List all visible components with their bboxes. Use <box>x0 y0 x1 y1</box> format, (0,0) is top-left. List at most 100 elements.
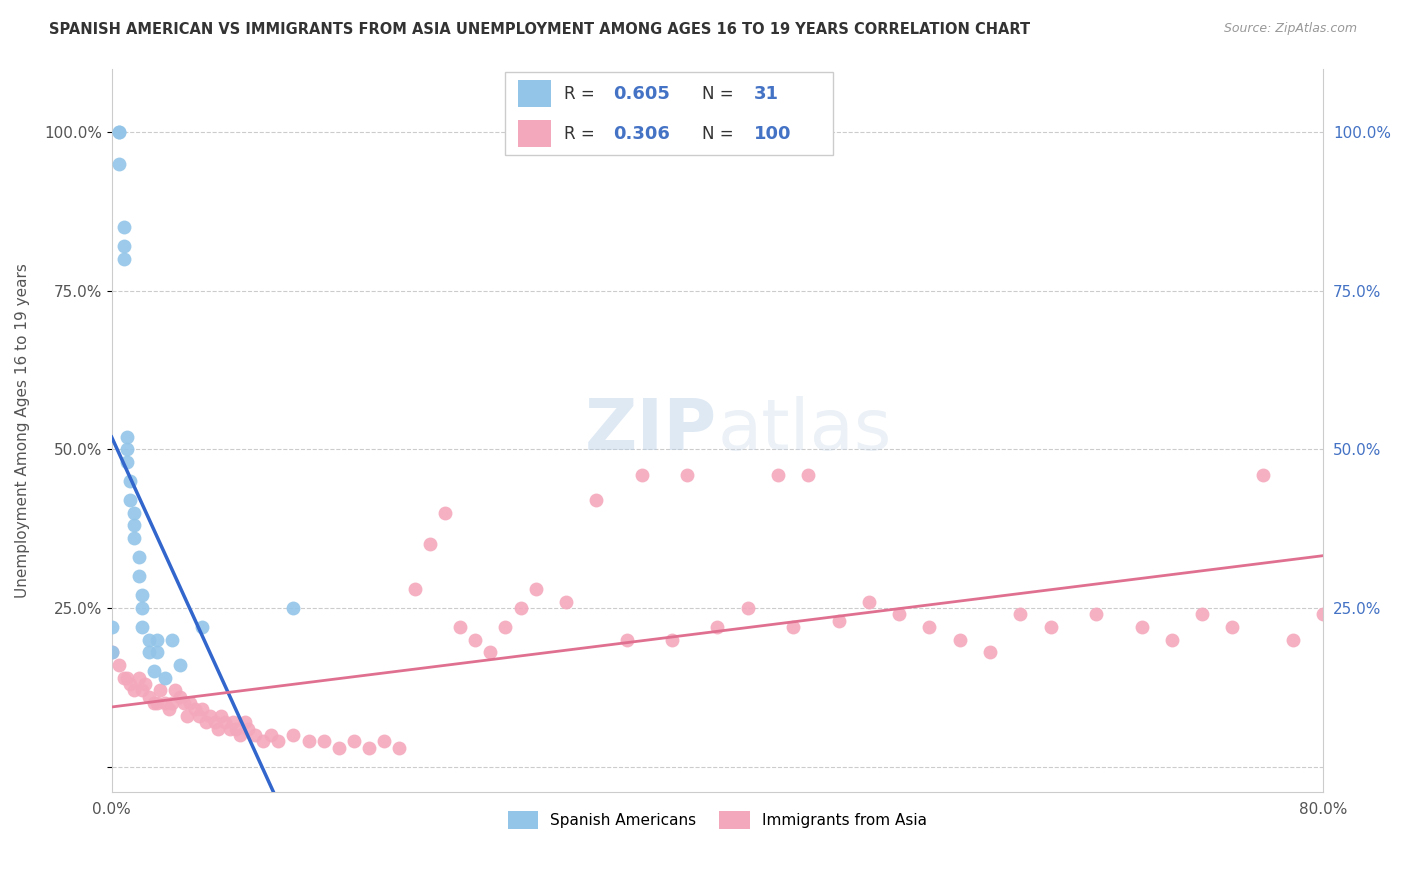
Point <box>134 677 156 691</box>
Point <box>100 620 122 634</box>
Point <box>229 728 252 742</box>
Point <box>524 582 547 596</box>
Point <box>124 531 146 545</box>
Point <box>128 671 150 685</box>
Point <box>191 702 214 716</box>
Point <box>419 537 441 551</box>
Point <box>555 594 578 608</box>
Point <box>233 715 256 730</box>
Point <box>404 582 426 596</box>
Point <box>267 734 290 748</box>
Point <box>283 601 305 615</box>
Point <box>1039 620 1062 634</box>
Point <box>128 550 150 565</box>
Point <box>157 702 180 716</box>
Point <box>124 518 146 533</box>
Point <box>225 722 247 736</box>
Point <box>343 734 366 748</box>
Point <box>194 715 217 730</box>
Point <box>312 734 335 748</box>
Point <box>297 734 319 748</box>
Point <box>131 601 153 615</box>
Point <box>179 696 201 710</box>
Point <box>188 708 211 723</box>
Point <box>979 645 1001 659</box>
Point <box>115 429 138 443</box>
Point <box>766 467 789 482</box>
Point <box>283 728 305 742</box>
Point <box>737 601 759 615</box>
Point <box>661 632 683 647</box>
Point <box>359 740 381 755</box>
Point <box>433 506 456 520</box>
Point <box>160 632 183 647</box>
Text: Source: ZipAtlas.com: Source: ZipAtlas.com <box>1223 22 1357 36</box>
Point <box>509 601 531 615</box>
Point <box>143 665 166 679</box>
Point <box>1282 632 1305 647</box>
Point <box>1085 607 1108 622</box>
Point <box>115 455 138 469</box>
Point <box>388 740 411 755</box>
Point <box>889 607 911 622</box>
Legend: Spanish Americans, Immigrants from Asia: Spanish Americans, Immigrants from Asia <box>502 805 934 835</box>
Point <box>118 677 141 691</box>
Point <box>797 467 820 482</box>
Point <box>1130 620 1153 634</box>
Point <box>464 632 486 647</box>
Point <box>100 645 122 659</box>
Point <box>676 467 699 482</box>
Point <box>165 683 187 698</box>
Point <box>1010 607 1032 622</box>
Point <box>782 620 804 634</box>
Point <box>706 620 728 634</box>
Point <box>630 467 652 482</box>
Point <box>153 696 176 710</box>
Point <box>245 728 267 742</box>
Point <box>184 702 207 716</box>
Point <box>1312 607 1334 622</box>
Point <box>118 474 141 488</box>
Point <box>858 594 880 608</box>
Point <box>209 708 232 723</box>
Point <box>218 722 240 736</box>
Point <box>1160 632 1182 647</box>
Point <box>449 620 471 634</box>
Point <box>153 671 176 685</box>
Point <box>118 493 141 508</box>
Point <box>124 683 146 698</box>
Point <box>143 696 166 710</box>
Point <box>328 740 350 755</box>
Point <box>479 645 502 659</box>
Point <box>138 632 160 647</box>
Point <box>169 690 191 704</box>
Point <box>1222 620 1244 634</box>
Point <box>252 734 274 748</box>
Point <box>131 683 153 698</box>
Point <box>149 683 172 698</box>
Point <box>128 569 150 583</box>
Point <box>131 588 153 602</box>
Point <box>138 645 160 659</box>
Point <box>616 632 638 647</box>
Point <box>112 239 135 253</box>
Point <box>108 125 131 139</box>
Point <box>115 671 138 685</box>
Point <box>191 620 214 634</box>
Point <box>160 696 183 710</box>
Point <box>827 614 849 628</box>
Point <box>108 658 131 673</box>
Text: ZIP: ZIP <box>585 396 717 465</box>
Point <box>112 671 135 685</box>
Point <box>169 658 191 673</box>
Point <box>138 690 160 704</box>
Point <box>204 715 226 730</box>
Point <box>112 220 135 235</box>
Point <box>131 620 153 634</box>
Point <box>585 493 607 508</box>
Point <box>259 728 281 742</box>
Y-axis label: Unemployment Among Ages 16 to 19 years: Unemployment Among Ages 16 to 19 years <box>15 263 30 598</box>
Point <box>124 506 146 520</box>
Point <box>214 715 236 730</box>
Point <box>146 632 169 647</box>
